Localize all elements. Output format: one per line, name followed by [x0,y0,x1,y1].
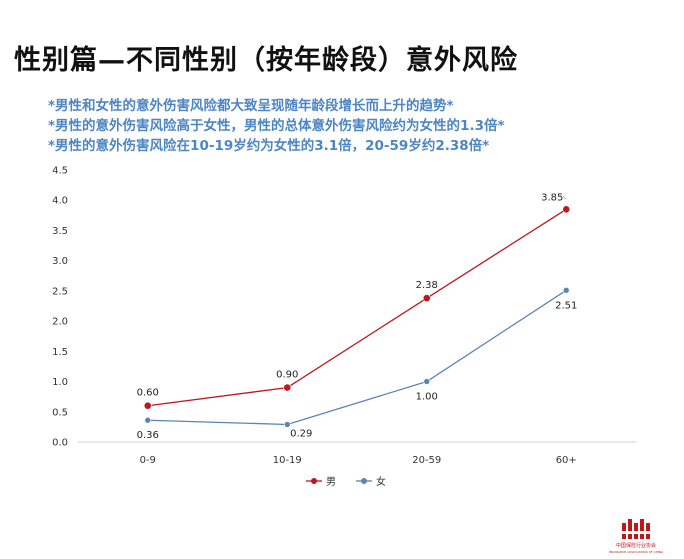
data-point [422,294,431,303]
x-tick-label: 0-9 [140,455,156,466]
y-tick-label: 2.5 [52,286,68,297]
finding-1: *男性和女性的意外伤害风险都大致呈现随年龄段增长而上升的趋势* [48,98,454,114]
data-point [283,383,292,392]
association-logo: 中国保险行业协会 INSURANCE ASSOCIATION OF CHINA [609,519,664,554]
chart-legend: 男女 [306,475,386,488]
data-label: 3.85 [541,192,563,203]
data-point [562,286,570,294]
data-label: 0.60 [137,388,159,399]
series-layer: 0.60 0.90 2.38 3.85 0.36 0.29 1.00 2.51 [137,192,578,441]
legend-marker [311,478,317,484]
series-male: 0.60 0.90 2.38 3.85 [137,192,571,410]
finding-3: *男性的意外伤害风险在10-19岁约为女性的3.1倍，20-59岁约2.38倍* [48,138,490,154]
slide-title: 性别篇—不同性别（按年龄段）意外风险 [14,45,518,76]
x-tick-label: 60+ [556,455,577,466]
x-tick-label: 10-19 [273,455,302,466]
series-female: 0.36 0.29 1.00 2.51 [137,286,577,441]
data-point [562,205,571,214]
data-label: 0.36 [137,430,159,441]
association-logo-text: 中国保险行业协会 [616,542,656,549]
key-findings: *男性和女性的意外伤害风险都大致呈现随年龄段增长而上升的趋势* *男性的意外伤害… [48,96,505,156]
association-logo-subtext: INSURANCE ASSOCIATION OF CHINA [609,550,664,554]
series-line [147,289,567,426]
data-point [143,401,152,410]
x-axis: 0-9 10-19 20-59 60+ [140,455,577,466]
legend-label: 女 [376,475,386,488]
finding-2: *男性的意外伤害风险高于女性，男性的总体意外伤害风险约为女性的1.3倍* [48,118,505,134]
data-label: 0.90 [276,370,298,381]
legend-label: 男 [326,476,336,488]
data-point [144,416,152,424]
y-tick-label: 2.0 [52,317,68,328]
y-tick-label: 1.0 [52,377,68,388]
legend-marker [361,478,367,484]
data-label: 0.29 [290,428,312,439]
data-point [283,421,291,428]
y-tick-label: 0.0 [52,438,68,449]
y-tick-label: 4.0 [52,196,68,207]
y-tick-label: 1.5 [52,347,68,358]
y-tick-label: 0.5 [52,407,68,418]
y-tick-label: 3.5 [52,226,68,237]
data-label: 2.38 [416,280,438,291]
data-point [423,378,431,385]
data-label: 2.51 [555,300,577,311]
y-axis: 0.0 0.5 1.0 1.5 2.0 2.5 3.0 3.5 4.0 4.5 [52,166,68,449]
series-line [147,208,567,407]
x-tick-label: 20-59 [412,455,441,466]
legend-item: 男 [306,476,336,488]
legend-item: 女 [356,475,386,488]
data-label: 1.00 [416,392,438,403]
y-tick-label: 4.5 [52,166,68,177]
y-tick-label: 3.0 [52,256,68,267]
association-logo-mark [620,519,652,539]
label-leader-line [563,196,567,200]
